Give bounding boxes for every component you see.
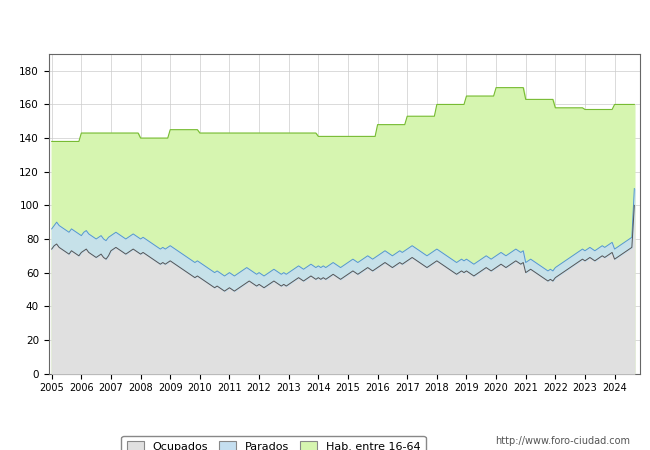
Text: http://www.foro-ciudad.com: http://www.foro-ciudad.com (495, 436, 630, 446)
Text: Sotalbo - Evolucion de la poblacion en edad de Trabajar Septiembre de 2024: Sotalbo - Evolucion de la poblacion en e… (84, 17, 566, 30)
Legend: Ocupados, Parados, Hab. entre 16-64: Ocupados, Parados, Hab. entre 16-64 (122, 436, 426, 450)
